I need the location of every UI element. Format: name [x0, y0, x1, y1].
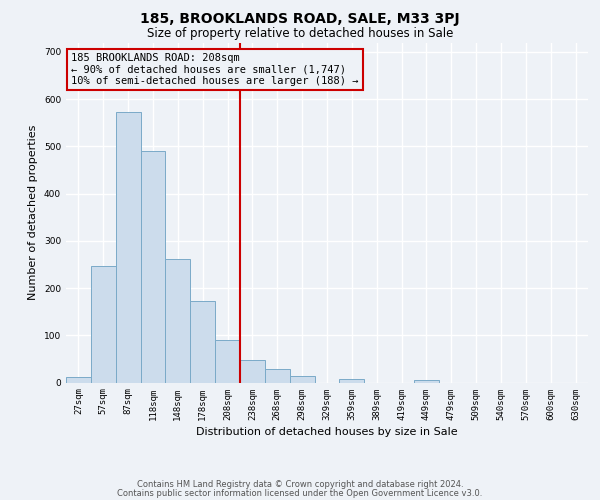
- Bar: [116, 112, 140, 382]
- Text: Contains HM Land Registry data © Crown copyright and database right 2024.: Contains HM Land Registry data © Crown c…: [137, 480, 463, 489]
- Bar: [190, 302, 215, 382]
- Bar: [215, 340, 240, 382]
- X-axis label: Distribution of detached houses by size in Sale: Distribution of detached houses by size …: [196, 426, 458, 436]
- Text: Size of property relative to detached houses in Sale: Size of property relative to detached ho…: [147, 28, 453, 40]
- Text: 185, BROOKLANDS ROAD, SALE, M33 3PJ: 185, BROOKLANDS ROAD, SALE, M33 3PJ: [140, 12, 460, 26]
- Bar: [265, 370, 290, 382]
- Bar: [414, 380, 439, 382]
- Bar: [290, 376, 314, 382]
- Bar: [66, 377, 91, 382]
- Text: Contains public sector information licensed under the Open Government Licence v3: Contains public sector information licen…: [118, 488, 482, 498]
- Bar: [240, 360, 265, 382]
- Bar: [91, 266, 116, 382]
- Bar: [140, 150, 166, 382]
- Bar: [340, 379, 364, 382]
- Bar: [166, 259, 190, 382]
- Y-axis label: Number of detached properties: Number of detached properties: [28, 125, 38, 300]
- Text: 185 BROOKLANDS ROAD: 208sqm
← 90% of detached houses are smaller (1,747)
10% of : 185 BROOKLANDS ROAD: 208sqm ← 90% of det…: [71, 52, 359, 86]
